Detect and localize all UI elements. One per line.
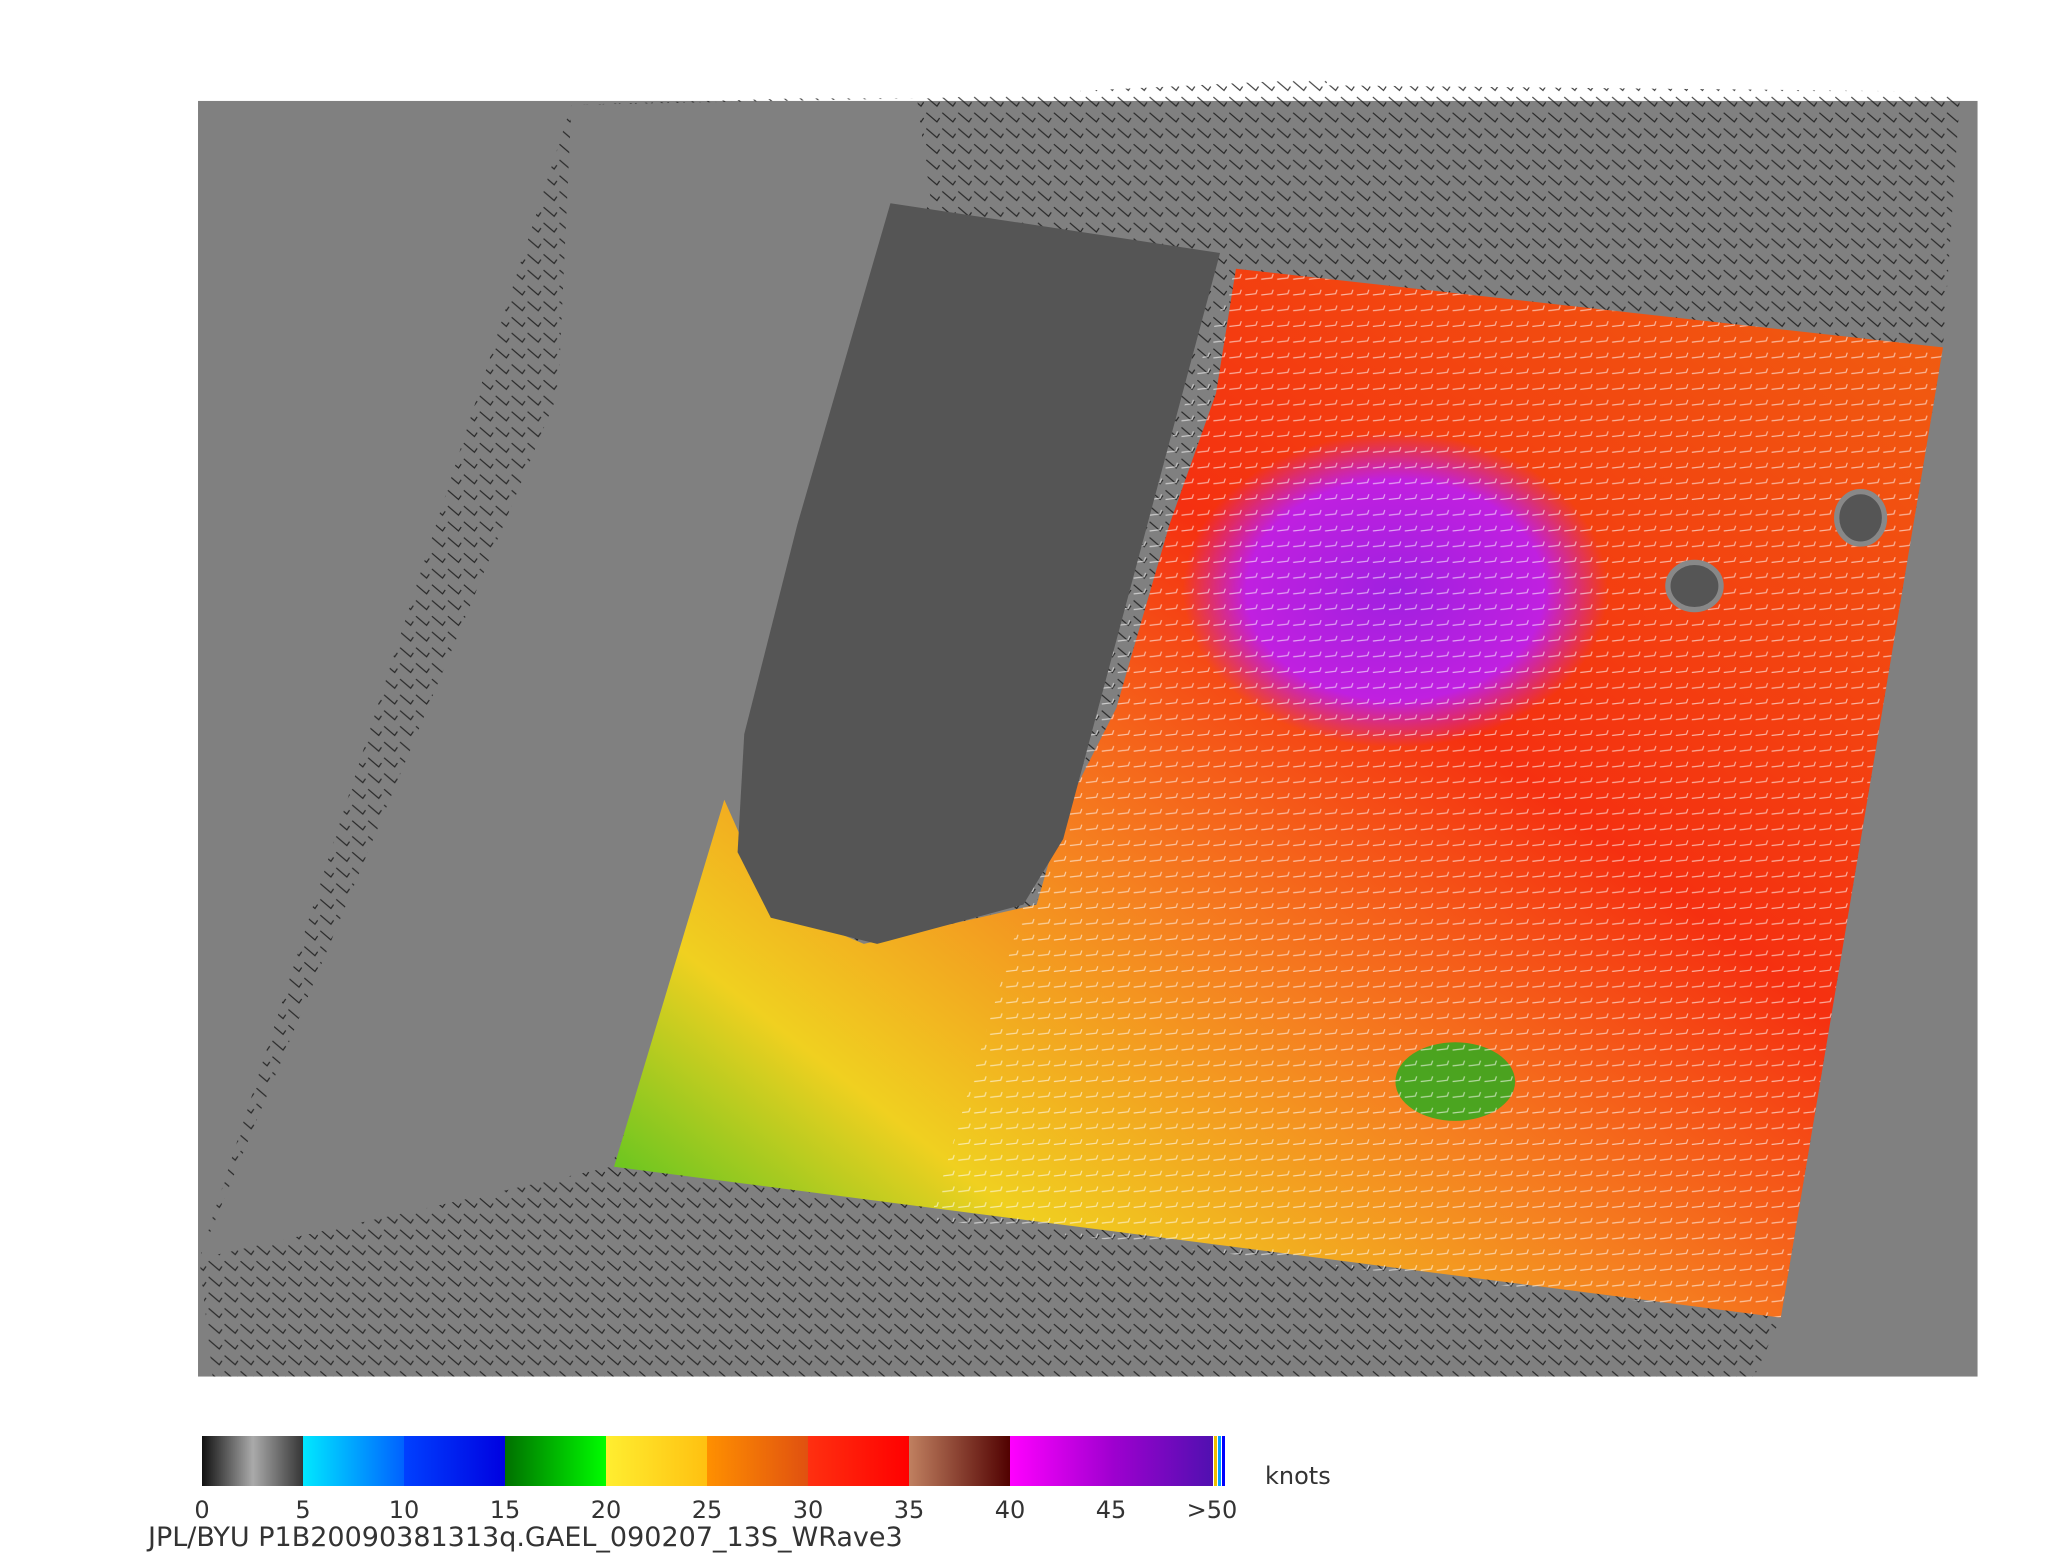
colorbar-segment	[303, 1436, 405, 1486]
tick-label: 0	[194, 1496, 210, 1524]
tick-label: 25	[691, 1496, 723, 1524]
tick-label: 35	[893, 1496, 925, 1524]
tick-label: 20	[590, 1496, 622, 1524]
colorbar-overflow	[1218, 1436, 1221, 1486]
wind-barbs-white	[930, 268, 1943, 1318]
tick-label: 40	[994, 1496, 1026, 1524]
island	[1665, 559, 1724, 613]
colorbar-overflow	[1222, 1436, 1225, 1486]
colorbar-segment	[404, 1436, 506, 1486]
colorbar-segment	[909, 1436, 1011, 1486]
colorbar	[202, 1436, 1225, 1486]
colorbar-segment	[1010, 1436, 1112, 1486]
tick-label: 45	[1095, 1496, 1127, 1524]
tick-label: 5	[295, 1496, 311, 1524]
tick-label: 10	[388, 1496, 420, 1524]
colorbar-segment	[1111, 1436, 1213, 1486]
colorbar-segment	[707, 1436, 809, 1486]
footer: JPL/BYU P1B20090381313q.GAEL_090207_13S_…	[148, 1522, 903, 1553]
colorbar-overflow	[1214, 1436, 1217, 1486]
tick-label: 15	[489, 1496, 521, 1524]
land	[737, 203, 1221, 944]
colorbar-segment	[808, 1436, 910, 1486]
island	[1834, 489, 1888, 547]
tick-label: >50	[1186, 1496, 1238, 1524]
colorbar-segment	[202, 1436, 304, 1486]
colorbar-segment	[505, 1436, 607, 1486]
colorbar-segment	[606, 1436, 708, 1486]
unit-label: knots	[1265, 1462, 1331, 1490]
tick-label: 30	[792, 1496, 824, 1524]
